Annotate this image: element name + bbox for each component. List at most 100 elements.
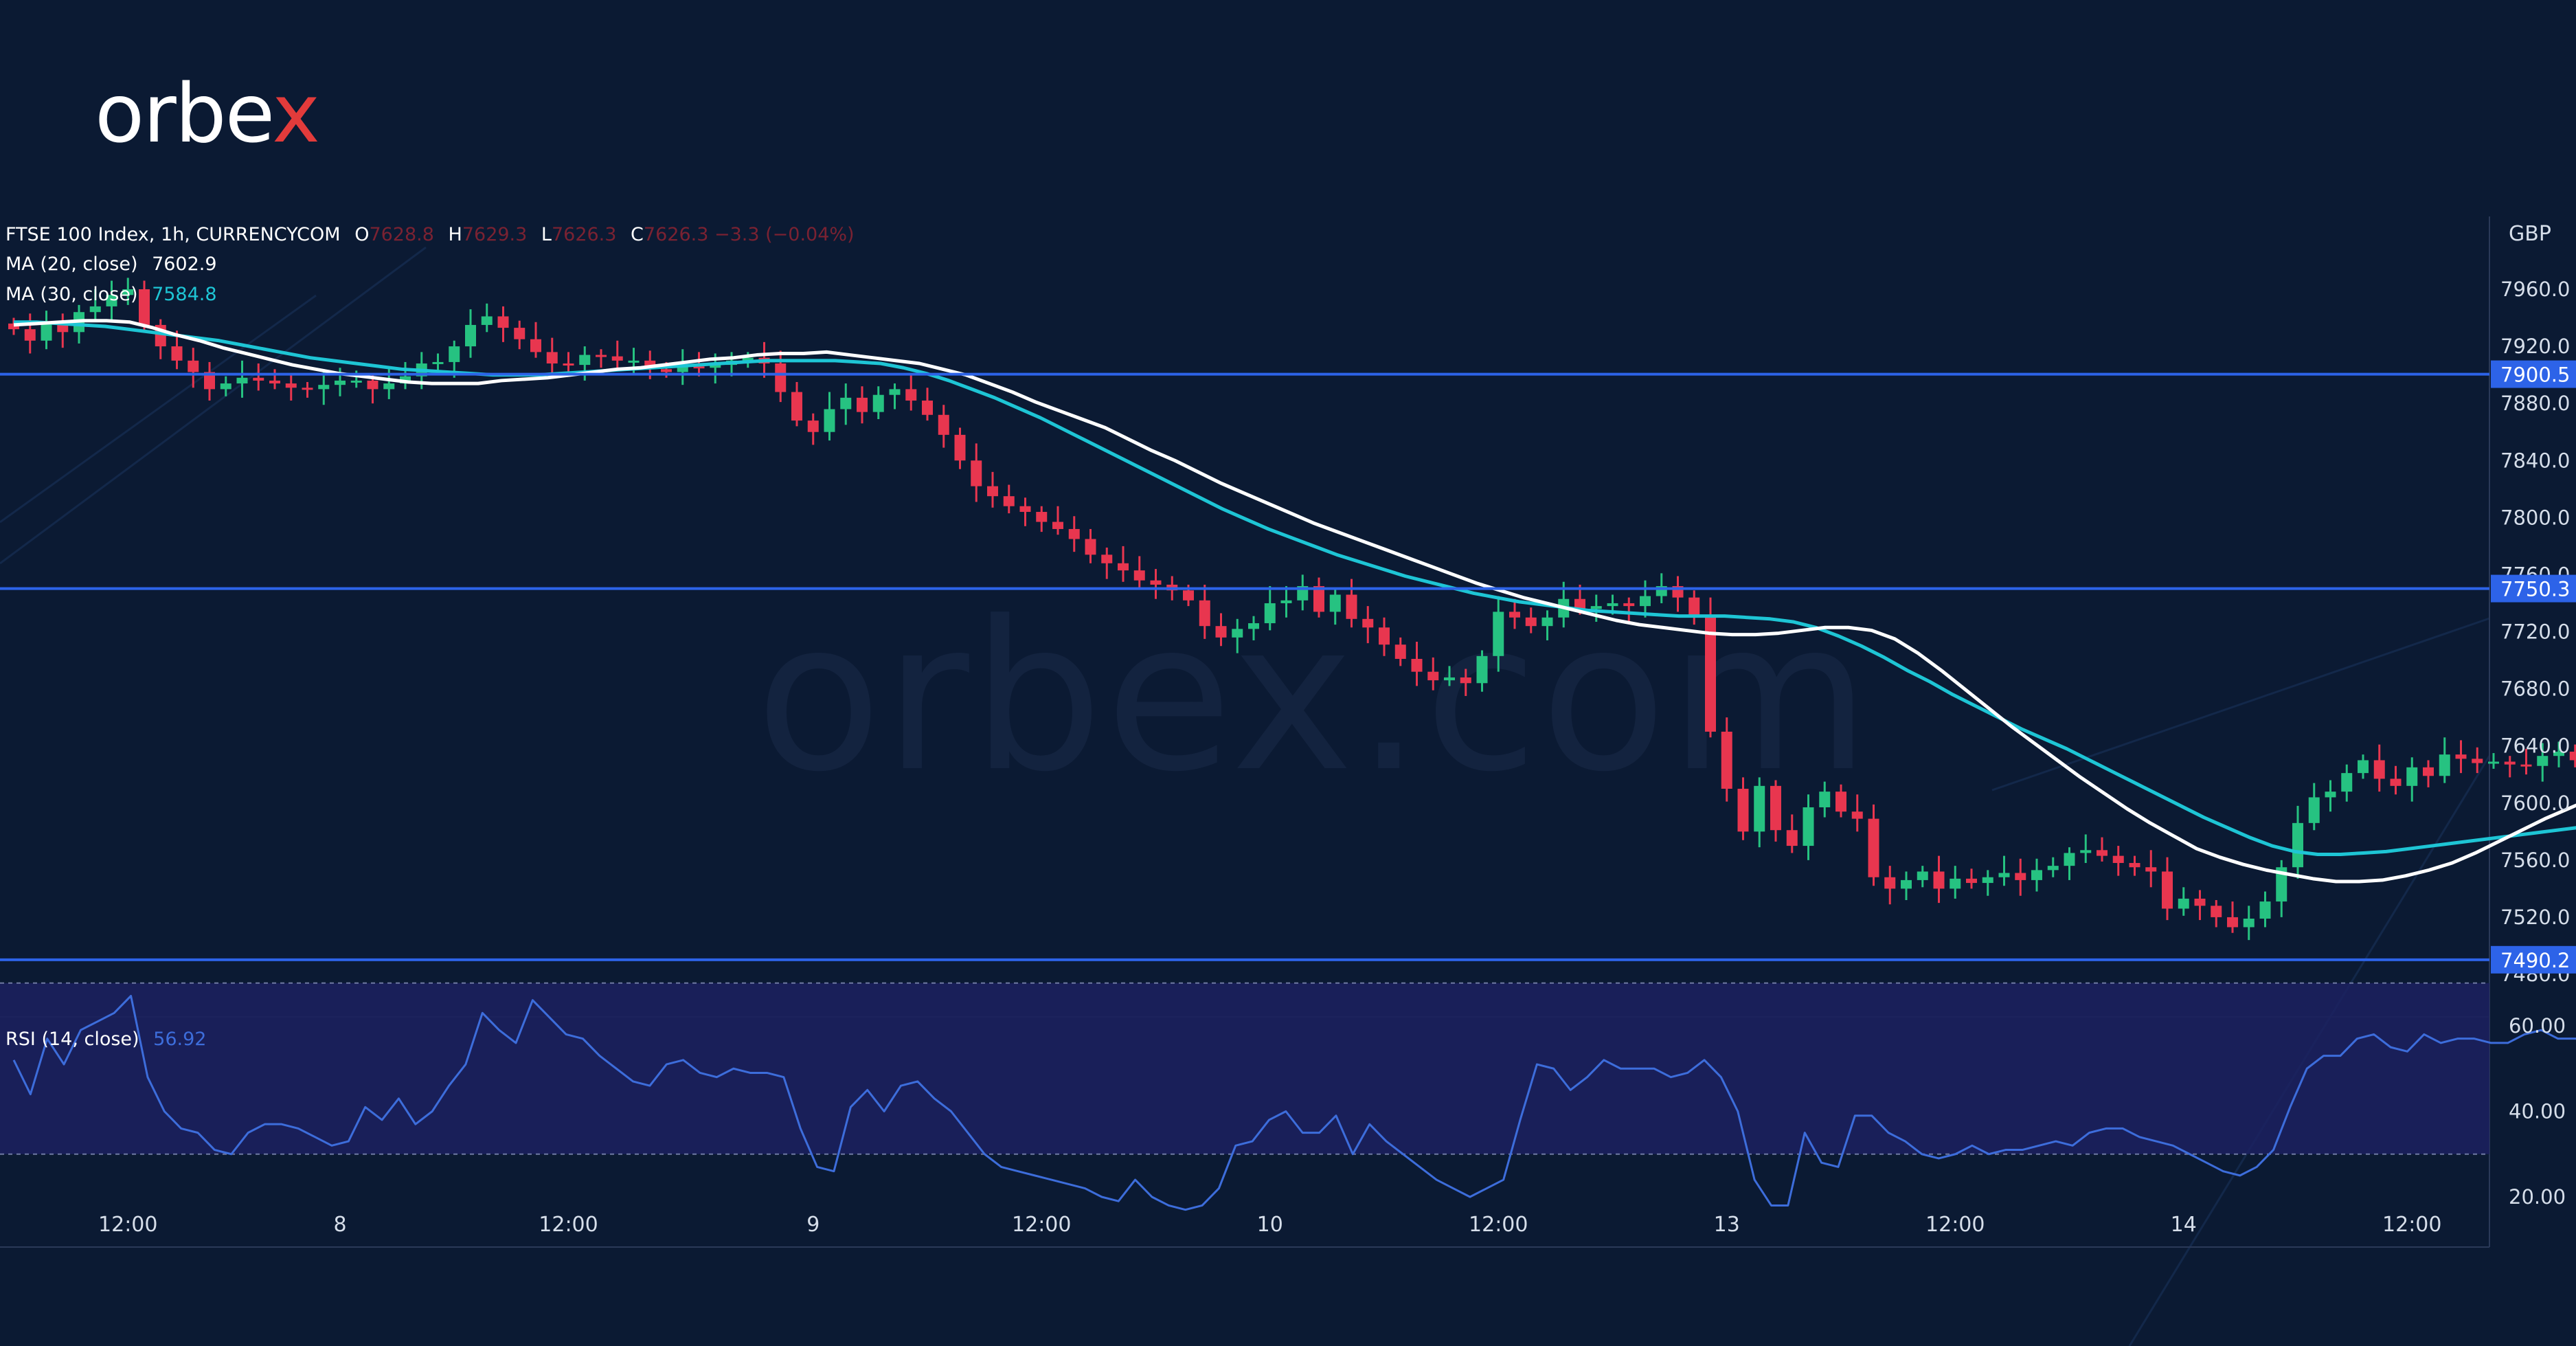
candle-up — [1232, 629, 1243, 638]
candle-down — [954, 434, 966, 461]
candle-down — [1427, 671, 1439, 681]
level-tag — [2491, 945, 2576, 974]
price-tick-label: 7560.0 — [2500, 849, 2570, 872]
rsi-band — [0, 983, 2489, 1154]
candle-up — [2276, 867, 2287, 902]
candle-down — [546, 352, 558, 364]
candle-down — [1509, 612, 1520, 618]
candle-down — [2145, 867, 2157, 872]
candle-down — [922, 401, 933, 415]
candle-down — [1737, 788, 1749, 832]
candle-down — [807, 420, 819, 432]
candle-up — [89, 306, 101, 313]
level-tag — [2491, 574, 2576, 603]
candle-down — [1068, 528, 1080, 539]
candle-up — [2080, 850, 2092, 853]
candle-up — [1541, 617, 1553, 627]
candle-down — [2520, 764, 2532, 767]
candle-down — [1835, 792, 1846, 812]
candle-up — [465, 324, 476, 347]
time-tick-label: 12:00 — [1925, 1213, 1985, 1237]
candle-down — [2390, 778, 2402, 786]
level-tag-label: 7750.3 — [2500, 578, 2570, 601]
logo-x: x — [272, 66, 320, 161]
candle-up — [2439, 754, 2450, 776]
candle-down — [1052, 521, 1063, 529]
candle-up — [628, 360, 640, 363]
candle-down — [171, 346, 183, 361]
candle-down — [1215, 626, 1227, 638]
candle-down — [611, 356, 623, 361]
candle-up — [1917, 871, 1928, 880]
ma20-label: MA (20, close) — [5, 254, 138, 275]
candle-down — [1868, 818, 1879, 877]
price-tick-label: 7840.0 — [2500, 449, 2570, 472]
level-tag-label: 7900.5 — [2500, 363, 2570, 387]
ma30-legend: MA (30, close) 7584.8 — [5, 284, 217, 305]
rsi-tick-label: 60.00 — [2509, 1014, 2566, 1037]
candle-down — [530, 339, 541, 352]
candle-down — [8, 323, 19, 330]
candle-down — [857, 397, 868, 412]
candle-up — [2031, 870, 2042, 880]
candle-down — [1688, 597, 1700, 615]
bg-diagonal — [0, 294, 317, 524]
price-tick-label: 7600.0 — [2500, 792, 2570, 815]
ma20-legend: MA (20, close) 7602.9 — [5, 254, 217, 275]
orbex-logo: orbex — [95, 66, 320, 161]
rsi-tick-label: 20.00 — [2509, 1185, 2566, 1209]
low-label: L — [541, 224, 552, 245]
symbol-legend: FTSE 100 Index, 1h, CURRENCYCOM O7628.8 … — [5, 224, 855, 245]
candle-up — [41, 323, 52, 341]
candle-down — [1101, 554, 1113, 563]
candle-down — [139, 289, 150, 325]
candle-up — [2259, 901, 2271, 919]
candle-up — [742, 357, 754, 361]
candle-up — [2308, 797, 2320, 823]
candle-down — [1003, 496, 1015, 506]
candle-down — [2015, 873, 2026, 880]
candle-up — [1754, 785, 1765, 832]
candle-down — [1623, 603, 1635, 607]
symbol-name: FTSE 100 Index, 1h, CURRENCYCOM — [5, 224, 341, 245]
candle-down — [302, 388, 313, 390]
close-label: C — [631, 224, 644, 245]
candle-up — [824, 409, 835, 432]
candle-down — [2097, 850, 2108, 856]
candle-down — [24, 329, 36, 341]
candle-up — [1640, 596, 1651, 607]
candle-up — [350, 380, 362, 383]
level-tag-label: 7490.2 — [2500, 949, 2570, 972]
candle-up — [2341, 773, 2353, 792]
candle-down — [905, 389, 917, 401]
candle-up — [400, 376, 411, 384]
candle-up — [1444, 677, 1455, 681]
price-tick-label: 7880.0 — [2500, 392, 2570, 415]
ma30-value: 7584.8 — [152, 284, 217, 305]
ma20-value: 7602.9 — [152, 254, 217, 275]
candle-up — [1329, 594, 1341, 612]
candle-up — [335, 380, 346, 385]
candle-up — [122, 289, 134, 295]
candle-up — [2325, 792, 2336, 798]
candle-down — [1786, 830, 1798, 846]
candle-down — [367, 380, 379, 390]
candle-down — [1150, 580, 1162, 585]
candle-up — [1982, 877, 1993, 884]
candle-up — [2406, 767, 2418, 786]
candle-up — [236, 377, 248, 384]
candle-up — [2292, 822, 2303, 868]
candle-up — [1819, 792, 1831, 807]
candle-up — [318, 385, 330, 390]
price-tick-label: 7800.0 — [2500, 506, 2570, 529]
candle-up — [889, 389, 901, 395]
candle-down — [1705, 614, 1716, 732]
price-tick-label: 7680.0 — [2500, 677, 2570, 701]
candle-up — [432, 361, 444, 364]
ma30-label: MA (30, close) — [5, 284, 138, 305]
candle-down — [2162, 871, 2173, 909]
candle-up — [220, 383, 231, 390]
candle-down — [1362, 618, 1374, 628]
candle-up — [449, 346, 460, 362]
